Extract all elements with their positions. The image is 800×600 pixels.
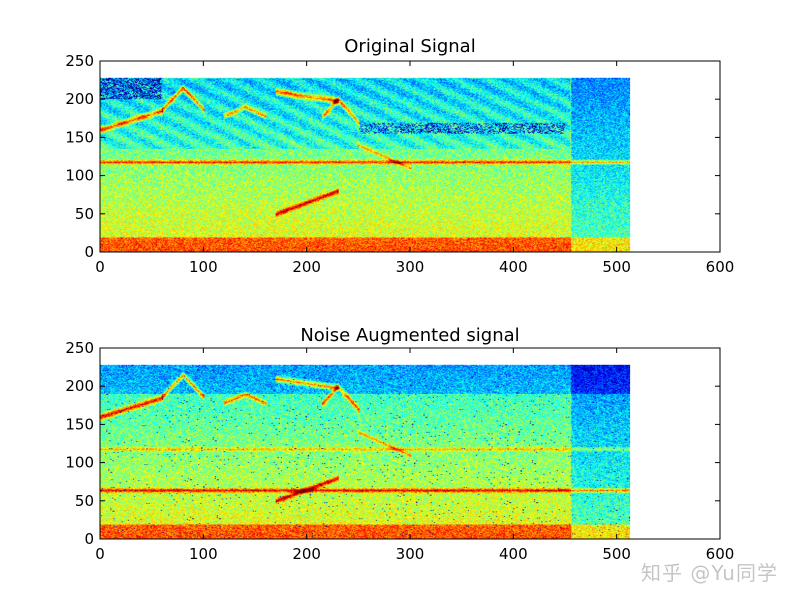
axis-ticks: 0 100 200 300 400 500 600 0 50 100 150 200 250 xyxy=(65,339,734,563)
x-tick-label: 0 xyxy=(95,258,105,276)
y-tick-label: 50 xyxy=(75,492,94,510)
chart-title: Original Signal xyxy=(344,36,475,57)
y-tick-label: 150 xyxy=(65,415,94,433)
y-tick-label: 0 xyxy=(84,530,94,548)
original-signal-panel: Original Signal 0 100 200 300 400 500 600 0 50 10… xyxy=(65,36,734,276)
y-tick-label: 0 xyxy=(84,243,94,261)
x-tick-label: 500 xyxy=(602,258,631,276)
y-tick-label: 150 xyxy=(65,128,94,146)
x-tick-label: 100 xyxy=(189,545,218,563)
y-tick-label: 50 xyxy=(75,205,94,223)
x-tick-label: 300 xyxy=(396,545,425,563)
y-tick-label: 200 xyxy=(65,377,94,395)
x-tick-label: 400 xyxy=(499,545,528,563)
spectrogram-heatmap xyxy=(100,77,631,252)
chart-title: Noise Augmented signal xyxy=(300,325,519,346)
y-tick-label: 100 xyxy=(65,167,94,185)
x-tick-label: 100 xyxy=(189,258,218,276)
watermark: 知乎 @Yu同学 xyxy=(641,561,778,585)
x-tick-label: 200 xyxy=(292,258,321,276)
x-tick-label: 200 xyxy=(292,545,321,563)
x-tick-label: 0 xyxy=(95,545,105,563)
y-tick-label: 200 xyxy=(65,90,94,108)
x-tick-label: 600 xyxy=(706,258,735,276)
y-tick-label: 100 xyxy=(65,454,94,472)
axis-ticks: 0 100 200 300 400 500 600 0 50 100 150 200 250 xyxy=(65,52,734,276)
x-tick-label: 400 xyxy=(499,258,528,276)
y-tick-label: 250 xyxy=(65,339,94,357)
noise-augmented-panel: Noise Augmented signal 0 100 200 300 400 500 6… xyxy=(65,325,734,563)
x-tick-label: 300 xyxy=(396,258,425,276)
spectrogram-heatmap xyxy=(100,364,631,539)
x-tick-label: 600 xyxy=(706,545,735,563)
y-tick-label: 250 xyxy=(65,52,94,70)
x-tick-label: 500 xyxy=(602,545,631,563)
